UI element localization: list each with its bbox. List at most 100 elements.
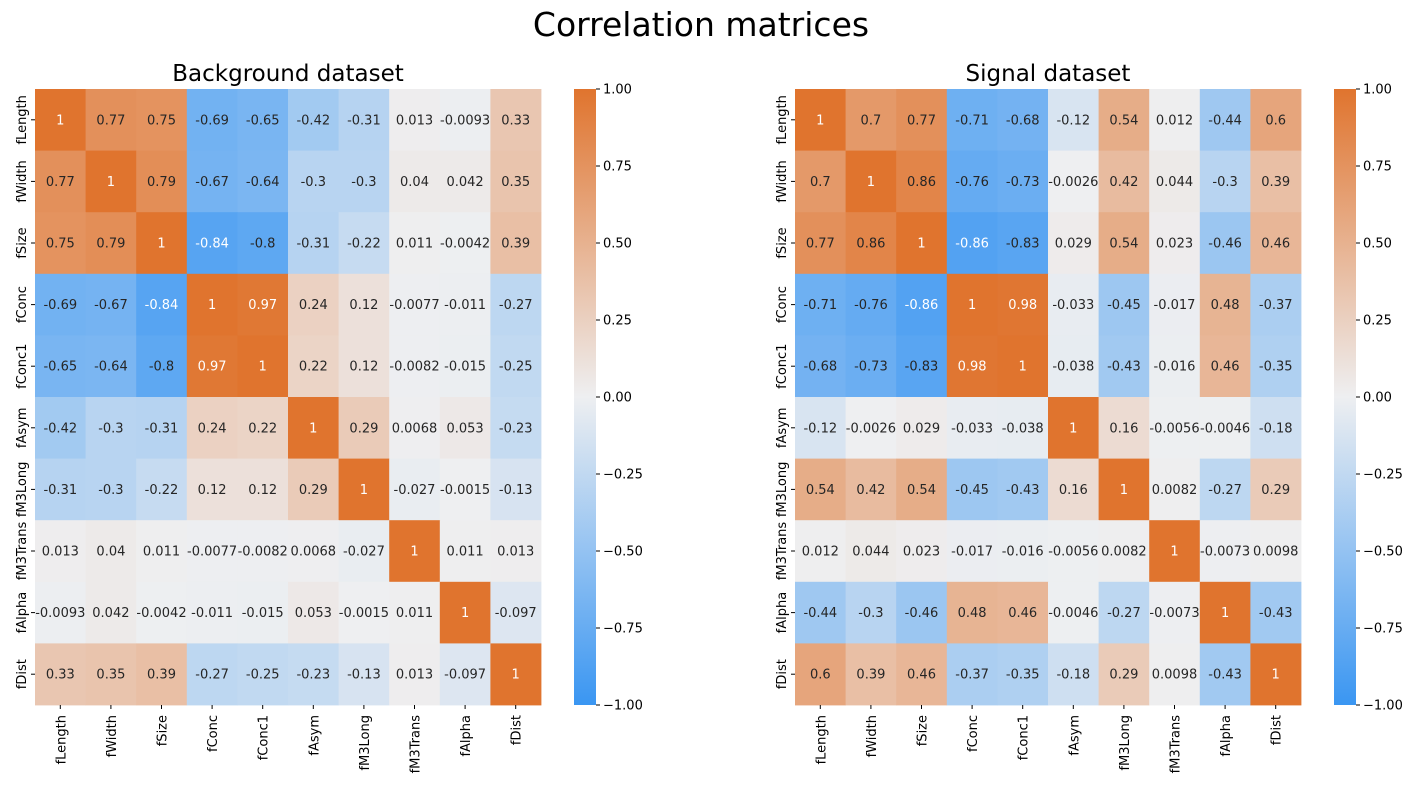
heatmap-cell	[338, 397, 390, 459]
heatmap-cell	[136, 335, 188, 398]
heatmap-cell	[795, 150, 846, 213]
heatmap-cell	[490, 335, 542, 398]
cell-value-label: 0.12	[198, 483, 227, 498]
heatmap-cell	[490, 212, 542, 275]
cell-value-label: 0.042	[92, 606, 129, 621]
cell-value-label: 0.35	[96, 668, 125, 683]
cell-value-label: 0.012	[802, 545, 839, 560]
cell-value-label: 0.22	[299, 360, 328, 375]
heatmap-cell	[237, 397, 289, 459]
cell-value-label: -0.73	[1006, 175, 1040, 190]
heatmap-cell	[795, 581, 846, 644]
cell-value-label: 0.7	[810, 175, 831, 190]
x-tick-label: fDist	[1270, 715, 1285, 745]
heatmap-cell	[795, 335, 846, 398]
heatmap-cell	[186, 458, 238, 521]
cell-value-label: -0.0042	[136, 606, 186, 621]
heatmap-cell	[35, 89, 86, 151]
heatmap-cell	[845, 643, 897, 706]
x-tick-label: fConc1	[257, 715, 272, 760]
cell-value-label: -0.12	[1056, 113, 1090, 128]
heatmap-cell	[1048, 335, 1099, 398]
cell-value-label: 0.42	[1109, 175, 1138, 190]
heatmap-cell	[288, 150, 339, 213]
cell-value-label: 1	[259, 360, 267, 375]
heatmap-cell	[288, 581, 339, 644]
heatmap-cell	[946, 458, 998, 521]
cell-value-label: -0.0015	[339, 606, 389, 621]
heatmap-cell	[946, 520, 998, 583]
colorbar-tick-label: 0.25	[1363, 314, 1392, 329]
y-tick-label: fConc1	[775, 344, 790, 389]
heatmap-cell	[1048, 581, 1099, 644]
y-tick-label: fAlpha	[15, 592, 30, 634]
colorbar-tick-label: −0.50	[1363, 545, 1403, 560]
x-tick-label: fConc1	[1017, 715, 1032, 760]
heatmap-cell	[1048, 458, 1099, 521]
cell-value-label: 0.75	[46, 237, 75, 252]
cell-value-label: -0.18	[1259, 421, 1293, 436]
cell-value-label: 0.77	[96, 113, 125, 128]
heatmap-cell	[1098, 273, 1150, 336]
heatmap-cell	[1250, 273, 1302, 336]
heatmap-cell	[389, 335, 441, 398]
cell-value-label: 0.6	[810, 668, 831, 683]
x-tick-label: fLength	[814, 715, 829, 764]
heatmap-cell	[1250, 150, 1302, 213]
cell-value-label: -0.0056	[1048, 545, 1098, 560]
heatmap-cell	[186, 150, 238, 213]
heatmap-cell	[795, 458, 846, 521]
cell-value-label: -0.12	[803, 421, 837, 436]
x-tick-label: fConc	[206, 715, 221, 752]
heatmap-cell	[237, 212, 289, 275]
heatmap-cell	[845, 150, 897, 213]
heatmap-cell	[35, 335, 86, 398]
cell-value-label: -0.0082	[389, 360, 439, 375]
heatmap-cell	[896, 397, 948, 459]
cell-value-label: -0.3	[351, 175, 376, 190]
cell-value-label: 0.013	[396, 668, 433, 683]
heatmap-cell	[795, 520, 846, 583]
cell-value-label: 0.04	[96, 545, 125, 560]
cell-value-label: -0.83	[1006, 237, 1040, 252]
heatmap-cell	[795, 397, 846, 459]
cell-value-label: 0.42	[856, 483, 885, 498]
cell-value-label: -0.76	[854, 298, 888, 313]
heatmap-cell	[338, 335, 390, 398]
heatmap-cell	[85, 643, 137, 706]
heatmap-cell	[490, 150, 542, 213]
heatmap-cell	[136, 89, 188, 151]
heatmap-cell	[1098, 581, 1150, 644]
cell-value-label: 0.29	[1109, 668, 1138, 683]
heatmap-cell	[136, 273, 188, 336]
heatmap-cell	[186, 643, 238, 706]
heatmap-cell	[845, 89, 897, 151]
x-tick-label: fAsym	[1067, 715, 1082, 756]
heatmap-cell	[896, 581, 948, 644]
heatmap-cell	[85, 458, 137, 521]
heatmap-cell	[946, 273, 998, 336]
x-tick-label: fM3Trans	[1169, 715, 1184, 774]
y-tick-label: fSize	[775, 227, 790, 258]
heatmap-cell	[1149, 150, 1201, 213]
cell-value-label: 0.013	[42, 545, 79, 560]
y-tick-label: fM3Long	[15, 462, 30, 518]
heatmap-cell	[946, 397, 998, 459]
heatmap-cell	[1048, 273, 1099, 336]
heatmap-cell	[1149, 643, 1201, 706]
colorbar-tick-label: 1.00	[1363, 83, 1392, 98]
cell-value-label: 0.75	[147, 113, 176, 128]
cell-value-label: -0.37	[955, 668, 989, 683]
heatmap-title: Background dataset	[172, 61, 403, 87]
colorbar	[574, 89, 596, 705]
heatmap-cell	[338, 520, 390, 583]
heatmap-cell	[136, 643, 188, 706]
heatmap-cell	[1250, 397, 1302, 459]
heatmap-cell	[490, 458, 542, 521]
x-tick-label: fAlpha	[459, 715, 474, 757]
cell-value-label: -0.45	[1107, 298, 1141, 313]
heatmap-cell	[186, 520, 238, 583]
cell-value-label: 0.79	[147, 175, 176, 190]
cell-value-label: -0.84	[195, 237, 229, 252]
colorbar-tick-label: −0.75	[603, 622, 643, 637]
